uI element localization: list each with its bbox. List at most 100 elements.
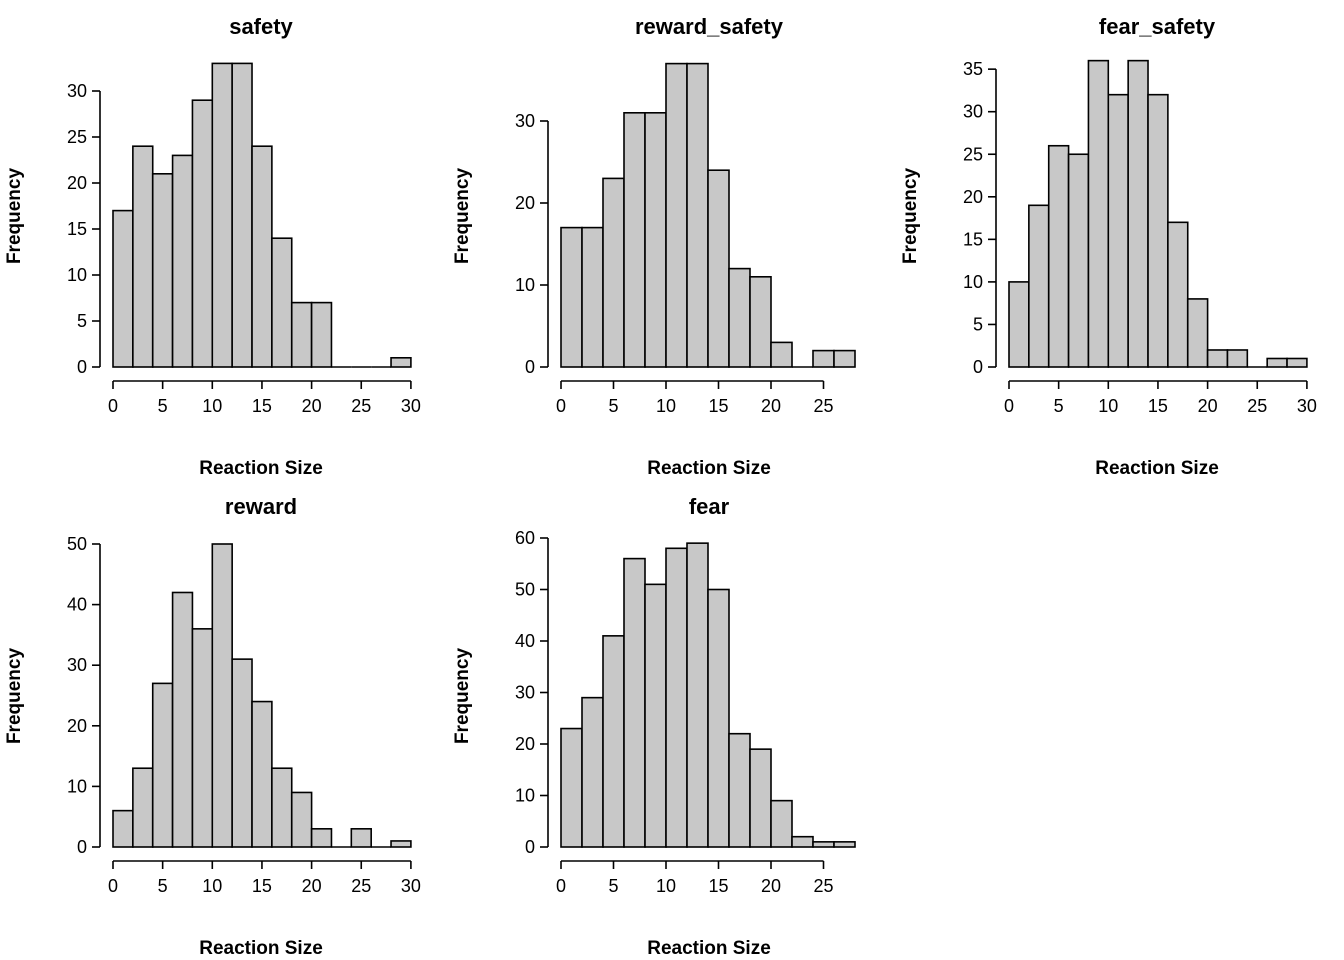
histogram-bar: [290, 301, 313, 368]
chart-title: safety: [229, 14, 293, 39]
histogram-bar: [132, 767, 154, 848]
histogram-bar: [749, 275, 772, 368]
histogram-bar: [728, 267, 751, 368]
histogram-bar: [686, 62, 709, 368]
histogram-bar: [560, 727, 583, 848]
x-tick-label: 10: [1098, 396, 1118, 416]
histogram-bar: [812, 841, 835, 848]
y-tick-label: 30: [963, 102, 983, 122]
x-tick-label: 15: [1148, 396, 1168, 416]
y-axis-label: Frequency: [900, 168, 921, 265]
histogram-bar: [686, 542, 709, 848]
histogram-bar: [602, 635, 625, 848]
bars: [112, 62, 412, 368]
x-tick-label: 15: [708, 396, 728, 416]
y-tick-label: 10: [67, 265, 87, 285]
panel-fear-safety: fear_safety Reaction Size Frequency 0 5 10…: [900, 14, 1317, 479]
chart-title: fear: [689, 494, 730, 519]
x-tick-label: 0: [1004, 396, 1014, 416]
histogram-bar: [1226, 349, 1249, 368]
x-tick-label: 5: [158, 876, 168, 896]
y-tick-label: 20: [515, 734, 535, 754]
y-axis-label: Frequency: [452, 648, 473, 745]
histogram-bar: [707, 169, 730, 368]
x-tick-label: 30: [401, 876, 421, 896]
histogram-bar: [644, 112, 667, 368]
y-tick-label: 20: [67, 716, 87, 736]
x-axis-label: Reaction Size: [647, 938, 771, 959]
y-tick-label: 35: [963, 59, 983, 79]
histogram-bar: [770, 799, 793, 848]
chart-title: reward: [225, 494, 297, 519]
x-tick-label: 25: [351, 876, 371, 896]
x-tick-label: 5: [608, 876, 618, 896]
histogram-bar: [581, 226, 604, 368]
histogram-bar: [191, 99, 214, 368]
histogram-bar: [623, 112, 646, 368]
y-tick-label: 30: [515, 683, 535, 703]
histogram-bar: [1167, 221, 1189, 368]
chart-title: fear_safety: [1099, 14, 1216, 39]
y-tick-label: 10: [515, 275, 535, 295]
y-tick-label: 50: [515, 580, 535, 600]
x-axis-label: Reaction Size: [199, 938, 323, 959]
histogram-bar: [231, 658, 253, 848]
histogram-bar: [665, 62, 688, 368]
y-tick-label: 20: [963, 187, 983, 207]
x-tick-label: 5: [158, 396, 168, 416]
y-tick-label: 30: [515, 111, 535, 131]
histogram-bar: [833, 841, 856, 848]
bars: [112, 543, 412, 848]
x-tick-label: 5: [1054, 396, 1064, 416]
histogram-bar: [1107, 93, 1129, 368]
x-tick-label: 0: [108, 396, 118, 416]
x-tick-label: 10: [202, 876, 222, 896]
histogram-bar: [151, 173, 174, 368]
histogram-bar: [1206, 349, 1229, 368]
panel-reward-safety: reward_safety Reaction Size Frequency 0 5…: [452, 14, 856, 479]
y-tick-label: 10: [515, 786, 535, 806]
y-axis-label: Frequency: [4, 168, 25, 265]
histogram-bar: [112, 209, 134, 368]
y-tick-label: 40: [67, 595, 87, 615]
y-tick-label: 0: [77, 837, 87, 857]
histogram-bar: [749, 748, 772, 848]
x-tick-label: 20: [1198, 396, 1218, 416]
histogram-bar: [1028, 204, 1050, 368]
histogram-bar: [791, 835, 814, 848]
histogram-bar: [1067, 153, 1090, 368]
panel-reward: reward Reaction Size Frequency 0 5 10 15 20 2…: [4, 494, 421, 959]
histogram-bar: [1087, 59, 1110, 368]
histogram-bar: [132, 145, 154, 368]
x-axis-label: Reaction Size: [1095, 458, 1219, 479]
x-axis-label: Reaction Size: [647, 458, 771, 479]
histogram-bar: [211, 62, 233, 368]
histogram-bar: [310, 301, 333, 368]
histogram-bar: [1127, 59, 1149, 368]
x-tick-label: 25: [351, 396, 371, 416]
histogram-bar: [390, 840, 412, 848]
axes: 0 5 10 15 20 25 30 0 5 10 15 20 25 30: [67, 81, 421, 416]
histogram-bar: [833, 349, 856, 368]
x-tick-label: 15: [252, 396, 272, 416]
axes: 0 5 10 15 20 25 0 10 20 30: [515, 111, 834, 416]
x-tick-label: 25: [813, 876, 833, 896]
y-tick-label: 15: [963, 229, 983, 249]
panel-safety: safety Reaction Size Frequency 0 5 10 15 20 2…: [4, 14, 421, 479]
y-tick-label: 5: [77, 311, 87, 331]
y-tick-label: 25: [963, 144, 983, 164]
y-tick-label: 15: [67, 219, 87, 239]
y-axis-label: Frequency: [452, 168, 473, 265]
histogram-bar: [1286, 357, 1308, 368]
x-tick-label: 5: [608, 396, 618, 416]
histogram-bar: [211, 543, 233, 848]
histogram-bar: [290, 791, 313, 848]
y-tick-label: 25: [67, 127, 87, 147]
axes: 0 5 10 15 20 25 0 10 20 30 40 50 60: [515, 528, 834, 896]
histogram-bar: [707, 588, 730, 848]
histogram-bar: [1266, 357, 1288, 368]
x-tick-label: 0: [556, 876, 566, 896]
panel-fear: fear Reaction Size Frequency 0 5 10 15 20 250…: [452, 494, 856, 959]
x-tick-label: 30: [401, 396, 421, 416]
